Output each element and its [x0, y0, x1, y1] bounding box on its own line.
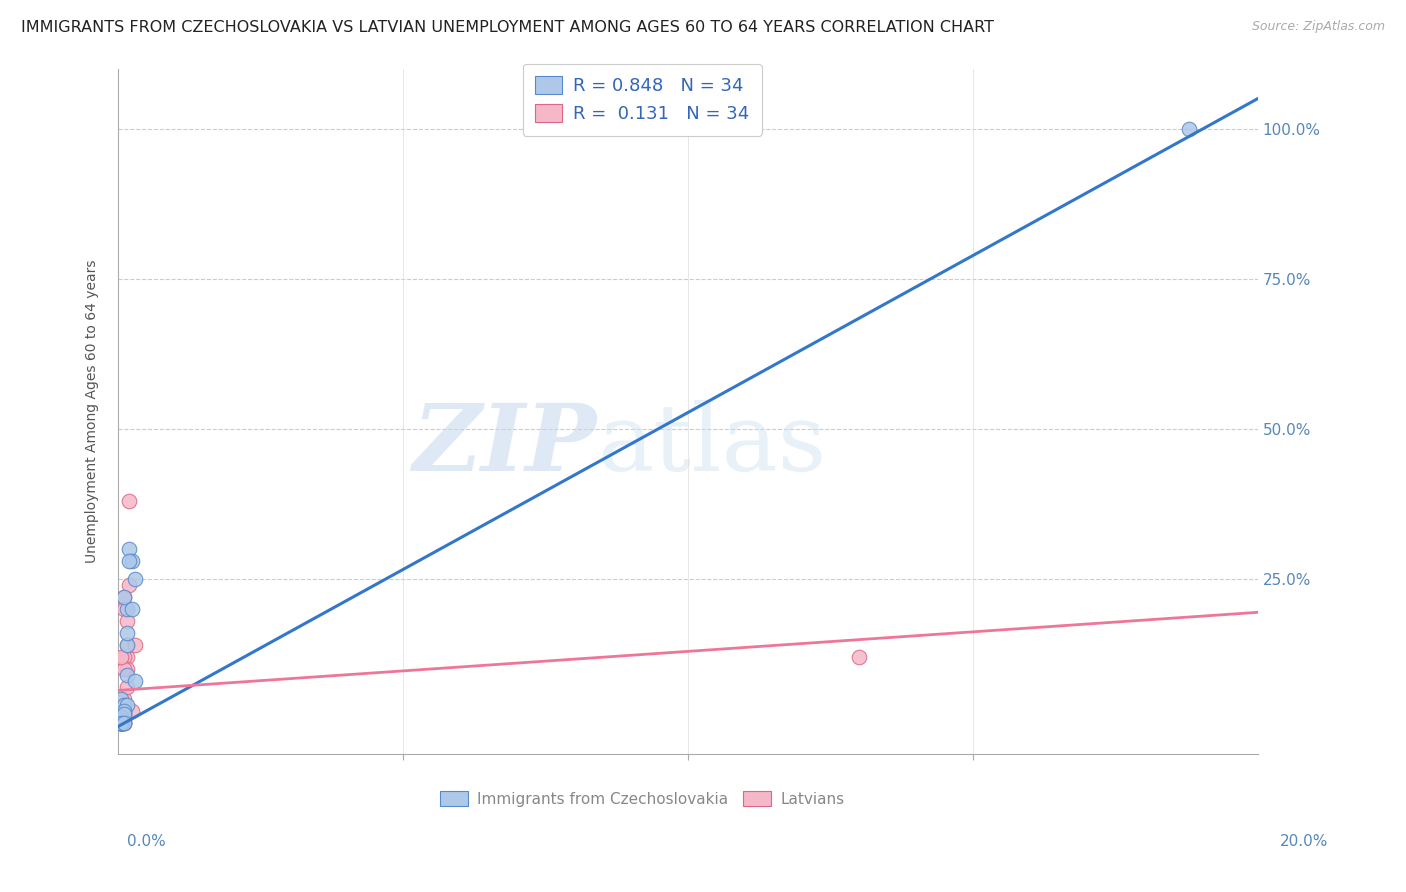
Point	[110, 716, 132, 731]
Point	[124, 572, 146, 586]
Point	[110, 716, 132, 731]
Point	[112, 705, 135, 719]
Text: atlas: atlas	[596, 401, 825, 491]
Point	[110, 714, 132, 728]
Point	[112, 716, 135, 731]
Point	[115, 602, 138, 616]
Legend: Immigrants from Czechoslovakia, Latvians: Immigrants from Czechoslovakia, Latvians	[433, 783, 852, 814]
Point	[112, 602, 135, 616]
Point	[112, 714, 135, 728]
Point	[110, 692, 132, 706]
Point	[112, 591, 135, 605]
Text: ZIP: ZIP	[412, 401, 596, 491]
Point	[110, 710, 132, 724]
Point	[115, 650, 138, 665]
Point	[112, 707, 135, 722]
Point	[124, 638, 146, 652]
Point	[110, 716, 132, 731]
Point	[115, 668, 138, 682]
Point	[118, 494, 141, 508]
Point	[110, 716, 132, 731]
Point	[110, 716, 132, 731]
Point	[110, 714, 132, 728]
Point	[112, 716, 135, 731]
Point	[110, 716, 132, 731]
Point	[110, 714, 132, 728]
Point	[112, 716, 135, 731]
Point	[112, 705, 135, 719]
Point	[115, 638, 138, 652]
Point	[121, 705, 143, 719]
Point	[112, 662, 135, 676]
Point	[118, 542, 141, 557]
Point	[110, 705, 132, 719]
Point	[110, 714, 132, 728]
Point	[115, 662, 138, 676]
Point	[112, 591, 135, 605]
Point	[110, 716, 132, 731]
Point	[1178, 121, 1201, 136]
Y-axis label: Unemployment Among Ages 60 to 64 years: Unemployment Among Ages 60 to 64 years	[86, 260, 100, 563]
Point	[112, 692, 135, 706]
Point	[115, 638, 138, 652]
Point	[110, 716, 132, 731]
Point	[121, 602, 143, 616]
Point	[110, 707, 132, 722]
Text: Source: ZipAtlas.com: Source: ZipAtlas.com	[1251, 20, 1385, 33]
Point	[112, 698, 135, 713]
Point	[110, 714, 132, 728]
Point	[121, 554, 143, 568]
Point	[112, 710, 135, 724]
Point	[110, 716, 132, 731]
Text: 20.0%: 20.0%	[1281, 834, 1329, 849]
Point	[118, 578, 141, 592]
Point	[110, 716, 132, 731]
Point	[112, 650, 135, 665]
Point	[124, 674, 146, 689]
Point	[112, 707, 135, 722]
Point	[110, 650, 132, 665]
Point	[115, 698, 138, 713]
Point	[110, 714, 132, 728]
Point	[110, 716, 132, 731]
Point	[110, 707, 132, 722]
Point	[110, 716, 132, 731]
Point	[115, 681, 138, 695]
Text: 0.0%: 0.0%	[127, 834, 166, 849]
Point	[110, 716, 132, 731]
Point	[118, 554, 141, 568]
Text: IMMIGRANTS FROM CZECHOSLOVAKIA VS LATVIAN UNEMPLOYMENT AMONG AGES 60 TO 64 YEARS: IMMIGRANTS FROM CZECHOSLOVAKIA VS LATVIA…	[21, 20, 994, 35]
Point	[110, 714, 132, 728]
Point	[112, 716, 135, 731]
Point	[115, 615, 138, 629]
Point	[110, 716, 132, 731]
Point	[110, 716, 132, 731]
Point	[115, 626, 138, 640]
Point	[848, 650, 870, 665]
Point	[112, 698, 135, 713]
